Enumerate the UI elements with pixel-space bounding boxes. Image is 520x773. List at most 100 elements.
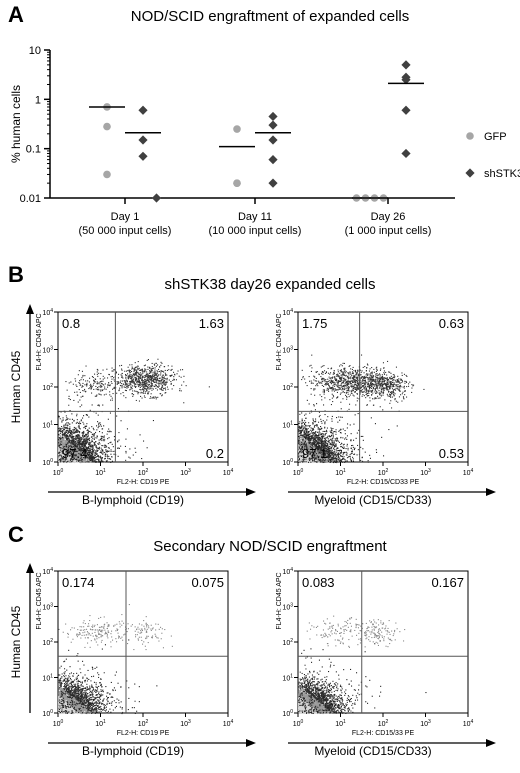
shstk38-data-point [268, 178, 278, 188]
quadrant-lr-label: 0.53 [439, 446, 464, 461]
y-tick-label: 104 [42, 308, 53, 317]
quadrant-ll-label: 97.1 [302, 446, 327, 461]
panel-title-b: shSTK38 day26 expanded cells [164, 276, 376, 293]
x-tick-label: 101 [335, 719, 346, 728]
y-tick-label: 104 [282, 308, 293, 317]
shstk38-data-point [138, 151, 148, 161]
event-dots [298, 615, 427, 715]
quadrant-ul-label: 0.8 [62, 316, 80, 331]
y-tick-label: 102 [282, 638, 293, 647]
y-tick-label: 104 [282, 567, 293, 576]
shstk38-data-point [151, 193, 162, 203]
x-axis-caption: FL2-H: CD19 PE [117, 730, 170, 737]
shstk38-data-point [138, 135, 148, 145]
panel-title-a: NOD/SCID engraftment of expanded cells [130, 8, 410, 25]
quadrant-ul-label: 0.174 [62, 575, 95, 590]
y-tick-label: 0.1 [26, 144, 41, 156]
x-axis-label: B-lymphoid (CD19) [82, 744, 184, 758]
x-axis-arrowhead [486, 488, 496, 496]
x-tick-label: Day 1 [111, 211, 140, 223]
x-tick-label: 100 [53, 719, 64, 728]
panel-letter-c: C [8, 522, 24, 547]
plot-frame [57, 570, 229, 714]
x-tick-label: 104 [463, 719, 474, 728]
x-axis-caption: FL2-H: CD15/CD33 PE [347, 479, 420, 486]
shstk38-data-point [268, 120, 278, 130]
plot-frame [297, 570, 469, 714]
x-tick-label: 102 [138, 468, 149, 477]
quadrant-ur-label: 0.075 [191, 575, 224, 590]
x-tick-sublabel: (50 000 input cells) [79, 225, 172, 237]
shstk38-data-point [268, 155, 278, 165]
x-tick-label: 102 [378, 468, 389, 477]
y-tick-label: 101 [42, 421, 53, 430]
x-tick-label: 101 [335, 468, 346, 477]
panel-title-c: Secondary NOD/SCID engraftment [153, 538, 387, 555]
y-tick-label: 104 [42, 567, 53, 576]
y-tick-label: 1 [35, 94, 41, 106]
legend-gfp-marker [466, 132, 474, 140]
legend-gfp-label: GFP [484, 131, 507, 143]
x-tick-label: 103 [180, 719, 191, 728]
panel-letter-b: B [8, 262, 24, 287]
x-axis-caption: FL2-H: CD15/33 PE [352, 730, 415, 737]
y-tick-label: 101 [42, 674, 53, 683]
y-axis-caption: FL4-H: CD45 APC [36, 572, 43, 629]
x-axis-label: B-lymphoid (CD19) [82, 493, 184, 507]
x-tick-label: 104 [223, 468, 234, 477]
x-axis-label: Myeloid (CD15/CD33) [314, 744, 431, 758]
x-tick-label: 104 [223, 719, 234, 728]
x-tick-label: 104 [463, 468, 474, 477]
x-tick-label: 100 [293, 719, 304, 728]
x-tick-label: 103 [420, 468, 431, 477]
gfp-data-point [233, 125, 241, 133]
y-tick-label: 103 [42, 346, 53, 355]
gfp-data-point [103, 170, 111, 179]
y-tick-label: 100 [42, 458, 53, 467]
y-axis-label: % human cells [9, 85, 23, 163]
shstk38-data-point [268, 111, 278, 122]
y-tick-label: 100 [42, 709, 53, 718]
y-tick-label: 103 [282, 346, 293, 355]
y-axis-caption: FL4-H: CD45 APC [276, 572, 283, 629]
event-dots [298, 354, 425, 464]
y-tick-label: 0.01 [20, 193, 41, 205]
x-tick-label: 102 [378, 719, 389, 728]
x-tick-label: 103 [420, 719, 431, 728]
x-tick-label: 103 [180, 468, 191, 477]
quadrant-ur-label: 0.63 [439, 316, 464, 331]
y-tick-label: 103 [282, 603, 293, 612]
event-dots [58, 358, 210, 464]
quadrant-ur-label: 0.167 [431, 575, 464, 590]
shstk38-data-point [401, 60, 411, 70]
quadrant-ul-label: 1.75 [302, 316, 327, 331]
shstk38-data-point [138, 105, 148, 115]
legend-shstk38-marker [465, 168, 475, 178]
plot-frame [297, 311, 469, 463]
gfp-data-point [233, 179, 241, 187]
y-tick-label: 103 [42, 603, 53, 612]
x-tick-sublabel: (1 000 input cells) [345, 225, 432, 237]
y-tick-label: 101 [282, 421, 293, 430]
shstk38-data-point [401, 105, 411, 115]
engraftment-scatter-chart: 0.01 0.1 1 10 % human cells Day 1 (50 000 inpu… [9, 45, 520, 237]
quadrant-lr-label: 0.2 [206, 446, 224, 461]
quadrant-ll-label: 97.4 [62, 446, 87, 461]
x-axis-arrowhead [486, 739, 496, 747]
y-tick-label: 101 [282, 674, 293, 683]
x-tick-label: 101 [95, 468, 106, 477]
x-axis-caption: FL2-H: CD19 PE [117, 479, 170, 486]
quadrant-ul-label: 0.083 [302, 575, 335, 590]
x-axis-arrowhead [246, 739, 256, 747]
x-tick-label: 102 [138, 719, 149, 728]
y-tick-label: 102 [42, 383, 53, 392]
y-tick-label: 100 [282, 458, 293, 467]
quadrant-ur-label: 1.63 [199, 316, 224, 331]
shstk38-data-point [401, 75, 411, 85]
gfp-data-point [103, 122, 111, 131]
y-tick-label: 100 [282, 709, 293, 718]
y-tick-label: 102 [282, 383, 293, 392]
